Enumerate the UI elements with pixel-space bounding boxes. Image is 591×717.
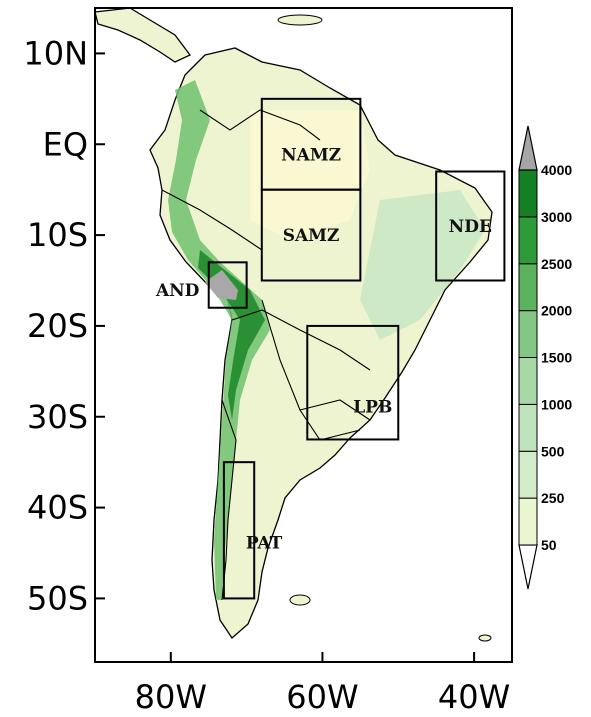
lon-tick-label: 80W bbox=[135, 678, 207, 716]
altiplano bbox=[205, 270, 238, 300]
colorbar: 50 250 500 1000 1500 2000 2500 3000 4000 bbox=[518, 125, 572, 590]
country-borders bbox=[161, 109, 371, 601]
south-america-land bbox=[149, 47, 493, 639]
colorbar-label: 3000 bbox=[541, 209, 572, 225]
lat-tick-label: 10N bbox=[23, 34, 88, 72]
map-frame bbox=[94, 7, 513, 663]
brazil-highland bbox=[360, 190, 485, 340]
lat-tick-label: 50S bbox=[27, 579, 88, 617]
colorbar-segment bbox=[518, 497, 538, 546]
region-boxes: NAMZ SAMZ NDE AND LPB PAT bbox=[155, 97, 506, 600]
colorbar-label: 2000 bbox=[541, 303, 572, 319]
colorbar-segment bbox=[518, 169, 538, 218]
lon-tick-label: 60W bbox=[286, 678, 358, 716]
region-label-and: AND bbox=[155, 281, 200, 301]
lat-tick-label: 40S bbox=[27, 489, 88, 527]
region-label-lpb: LPB bbox=[353, 398, 392, 418]
colorbar-segment bbox=[518, 357, 538, 405]
land-layer bbox=[94, 7, 493, 642]
colorbar-label: 2500 bbox=[541, 256, 572, 272]
colorbar-segment bbox=[518, 263, 538, 312]
amazon-lowland bbox=[250, 110, 370, 240]
colorbar-label: 4000 bbox=[541, 162, 572, 178]
region-box-samz bbox=[260, 188, 362, 282]
region-label-namz: NAMZ bbox=[281, 145, 341, 165]
island-south-georgia bbox=[478, 634, 492, 642]
colorbar-upper-triangle bbox=[518, 125, 538, 171]
colorbar-segment bbox=[518, 310, 538, 358]
region-label-pat: PAT bbox=[246, 533, 283, 553]
region-label-nde: NDE bbox=[449, 217, 492, 237]
region-box-nde bbox=[435, 170, 506, 282]
region-box-pat bbox=[222, 461, 256, 600]
colorbar-segment bbox=[518, 403, 538, 452]
lat-tick-label: 10S bbox=[27, 216, 88, 254]
island-falklands bbox=[289, 594, 311, 606]
colorbar-label: 250 bbox=[541, 490, 565, 506]
lon-tick-label: 40W bbox=[438, 678, 510, 716]
colorbar-label: 500 bbox=[541, 443, 565, 459]
island-caribbean bbox=[277, 14, 323, 26]
region-label-samz: SAMZ bbox=[283, 226, 340, 246]
colorbar-segment bbox=[518, 450, 538, 499]
colorbar-label: 1000 bbox=[541, 396, 572, 412]
region-box-and bbox=[207, 261, 248, 309]
axis-ticks: 80W 60W 40W 10N EQ 10S 20S 30S 40S 50S bbox=[23, 34, 510, 716]
lat-tick-label: 20S bbox=[27, 307, 88, 345]
lat-tick-label: 30S bbox=[27, 398, 88, 436]
andes-core bbox=[198, 250, 265, 420]
central-america-land bbox=[94, 7, 192, 63]
colorbar-label: 1500 bbox=[541, 350, 572, 366]
region-box-lpb bbox=[306, 324, 400, 441]
lat-tick-label: EQ bbox=[43, 125, 88, 163]
colorbar-segment bbox=[518, 216, 538, 265]
colorbar-label: 50 bbox=[541, 537, 557, 553]
